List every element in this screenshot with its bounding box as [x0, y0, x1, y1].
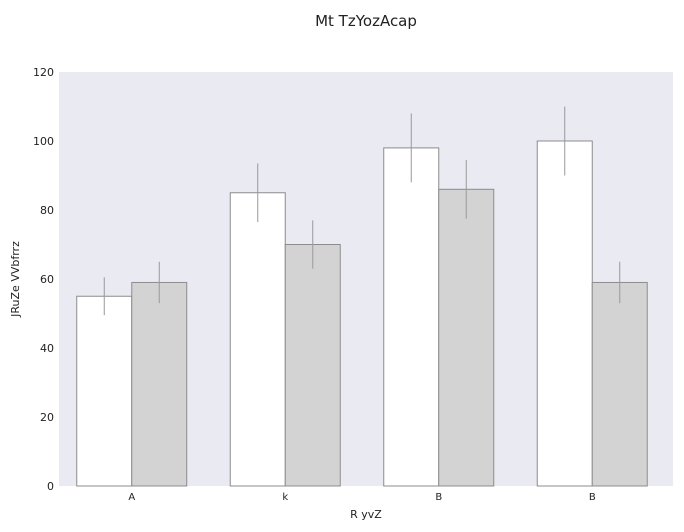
y-axis-ticks: 0 20 40 60 80 100 120	[33, 66, 54, 493]
y-tick-label-4: 80	[40, 204, 54, 217]
bar-s1-0	[76, 295, 133, 487]
bar-s2-0	[131, 281, 188, 487]
bar-s1-3	[536, 140, 593, 487]
chart-title: Mt TzYozAcap	[315, 12, 417, 30]
x-tick-label-2: B	[435, 492, 442, 503]
bar-s2-2	[438, 188, 495, 487]
bar-s1-1	[229, 192, 286, 487]
y-tick-label-6: 120	[33, 66, 54, 79]
bars-group	[76, 140, 648, 487]
bar-s2-3	[591, 281, 648, 487]
bar-s1-2	[383, 147, 440, 487]
y-tick-label-0: 0	[47, 480, 54, 493]
x-tick-label-1: k	[282, 492, 288, 503]
error-bars-group	[103, 106, 621, 316]
y-tick-label-5: 100	[33, 135, 54, 148]
x-axis-label: R yvZ	[350, 508, 382, 521]
y-tick-label-1: 20	[40, 411, 54, 424]
x-tick-label-3: B	[589, 492, 596, 503]
y-axis-label: JRuZe VVbfrrz	[9, 241, 22, 318]
bar-s2-1	[284, 244, 341, 487]
y-tick-label-2: 40	[40, 342, 54, 355]
y-tick-label-3: 60	[40, 273, 54, 286]
x-tick-label-0: A	[128, 492, 135, 503]
